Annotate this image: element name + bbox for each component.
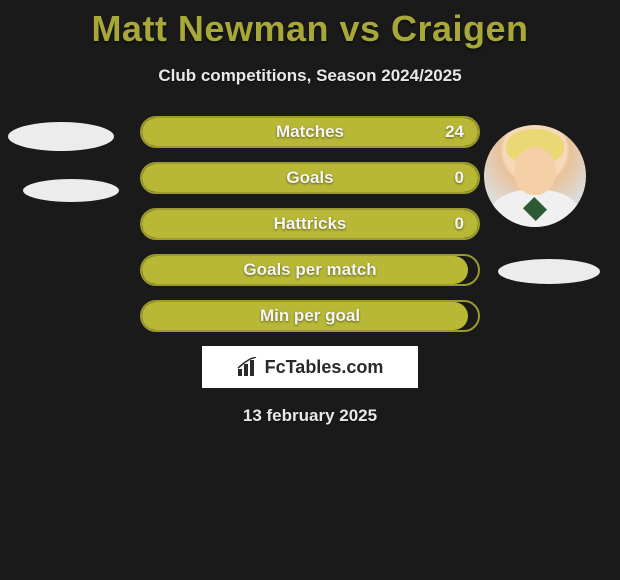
player-left-blob-2 [23,179,119,202]
player-right-avatar [484,125,586,227]
stat-bar-label: Goals [142,164,478,192]
stat-bar: Hattricks0 [140,208,480,240]
stat-bar-label: Min per goal [142,302,478,330]
stat-bar: Goals0 [140,162,480,194]
stat-bar-value: 24 [445,118,464,146]
player-left-blob-1 [8,122,114,151]
stat-bar: Goals per match [140,254,480,286]
page-title: Matt Newman vs Craigen [0,0,620,50]
stat-bar: Min per goal [140,300,480,332]
bars-icon [237,357,261,377]
logo-text: FcTables.com [265,357,384,378]
stat-bar: Matches24 [140,116,480,148]
snapshot-date: 13 february 2025 [0,406,620,426]
stat-bar-label: Goals per match [142,256,478,284]
avatar-face [514,147,556,195]
stat-bars: Matches24Goals0Hattricks0Goals per match… [140,116,480,332]
player-right-blob [498,259,600,284]
stat-bar-label: Matches [142,118,478,146]
source-logo: FcTables.com [202,346,418,388]
subtitle: Club competitions, Season 2024/2025 [0,66,620,86]
stat-bar-value: 0 [455,210,464,238]
stat-bar-value: 0 [455,164,464,192]
stat-bar-label: Hattricks [142,210,478,238]
